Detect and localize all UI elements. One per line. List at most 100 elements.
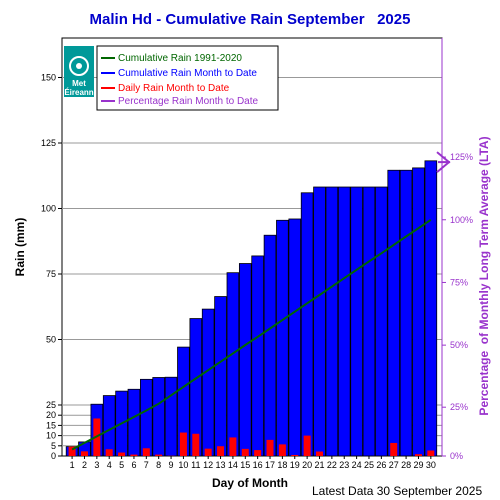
cumulative-bar-13: [214, 296, 227, 457]
daily-bar-19: [291, 454, 299, 456]
x-tick-label-27: 27: [389, 460, 399, 470]
daily-bar-30: [427, 450, 435, 456]
cumulative-bar-27: [387, 169, 401, 457]
daily-bar-29: [414, 454, 422, 456]
lta-polyline: [71, 218, 432, 451]
cumulative-bar-18: [276, 219, 289, 457]
y-tick-label-8: 100: [41, 204, 56, 214]
daily-bar-20: [303, 435, 311, 456]
daily-bar-12: [204, 448, 212, 456]
daily-bar-16: [254, 450, 262, 456]
right-tick-label-5: 125%: [450, 152, 473, 162]
y-tick-label-1: 5: [51, 441, 56, 451]
cumulative-bar-12: [201, 308, 215, 457]
right-axis-label: Percentage of Monthly Long Term Average …: [477, 136, 491, 415]
legend-lta: Cumulative Rain 1991-2020: [118, 53, 242, 64]
daily-bar-2: [80, 451, 88, 456]
cumulative-bar-16: [251, 255, 264, 457]
cumulative-bar-19: [288, 218, 302, 457]
cumulative-bar-26: [375, 186, 388, 457]
y-tick-label-3: 15: [46, 420, 56, 430]
logo: Met Éireann: [64, 46, 94, 97]
cumulative-bars: [65, 160, 438, 457]
y-axis-label: Rain (mm): [13, 218, 27, 277]
right-tick-label-1: 25%: [450, 402, 468, 412]
legend: Cumulative Rain 1991-2020 Cumulative Rai…: [96, 45, 279, 111]
x-tick-label-15: 15: [240, 460, 250, 470]
daily-bar-10: [179, 432, 187, 456]
daily-bar-11: [192, 433, 200, 456]
cumulative-bar-24: [350, 186, 363, 457]
x-tick-label-30: 30: [426, 460, 436, 470]
cumulative-bar-25: [362, 186, 376, 457]
footer-latest-data: Latest Data 30 September 2025: [312, 484, 482, 498]
x-tick-label-14: 14: [228, 460, 238, 470]
logo-swirl-icon: [69, 56, 89, 76]
cumulative-bar-17: [263, 234, 277, 457]
daily-bar-17: [266, 439, 274, 456]
y-tick-label-7: 75: [46, 269, 56, 279]
cumulative-bar-29: [412, 167, 425, 457]
right-tick-label-2: 50%: [450, 340, 468, 350]
daily-bar-1: [68, 446, 76, 456]
x-tick-label-16: 16: [253, 460, 263, 470]
cumulative-bar-6: [127, 388, 141, 457]
x-tick-label-2: 2: [82, 460, 87, 470]
x-tick-label-17: 17: [265, 460, 275, 470]
y-tick-label-2: 10: [46, 431, 56, 441]
x-tick-label-1: 1: [70, 460, 75, 470]
cumulative-bar-7: [140, 378, 153, 457]
cumulative-bar-20: [300, 192, 314, 457]
x-tick-label-5: 5: [119, 460, 124, 470]
y-tick-label-5: 25: [46, 400, 56, 410]
daily-bar-18: [278, 444, 286, 456]
x-tick-label-13: 13: [216, 460, 226, 470]
daily-bar-21: [316, 451, 323, 456]
right-tick-label-0: 0%: [450, 451, 463, 461]
daily-bar-5: [118, 452, 126, 456]
x-tick-label-20: 20: [302, 460, 312, 470]
daily-bar-27: [390, 442, 398, 456]
x-tick-label-26: 26: [376, 460, 386, 470]
right-axis-ticks: 0% 25% 50% 75% 100% 125%: [441, 38, 473, 461]
right-tick-label-3: 75%: [450, 277, 468, 287]
y-tick-label-0: 0: [51, 451, 56, 461]
x-tick-label-21: 21: [314, 460, 324, 470]
daily-bar-15: [241, 448, 249, 456]
x-tick-label-22: 22: [327, 460, 337, 470]
x-tick-label-24: 24: [352, 460, 362, 470]
cumulative-bar-4: [102, 395, 116, 457]
daily-bar-6: [130, 454, 138, 456]
percentage-marker: [436, 151, 451, 173]
logo-line2: Éireann: [64, 88, 93, 97]
y-tick-label-4: 20: [46, 410, 56, 420]
x-tick-label-4: 4: [107, 460, 112, 470]
logo-line1: Met: [72, 79, 86, 88]
x-tick-label-25: 25: [364, 460, 374, 470]
y-tick-label-9: 125: [41, 138, 56, 148]
legend-percentage: Percentage Rain Month to Date: [118, 96, 259, 107]
x-tick-label-12: 12: [203, 460, 213, 470]
cumulative-bar-9: [164, 376, 178, 457]
daily-bar-4: [105, 449, 113, 456]
x-axis-ticks: 1 2 3 4 5 6 7 8 9 10 11 12 13 14 15 16 17 18 19 20 21 22 23 24 2…: [70, 456, 436, 470]
cumulative-bar-23: [337, 186, 351, 457]
x-tick-label-18: 18: [277, 460, 287, 470]
legend-cumulative: Cumulative Rain Month to Date: [118, 68, 257, 79]
x-tick-label-7: 7: [144, 460, 149, 470]
x-tick-label-6: 6: [131, 460, 136, 470]
lta-line: [71, 218, 432, 451]
x-tick-label-29: 29: [413, 460, 423, 470]
x-tick-label-23: 23: [339, 460, 349, 470]
daily-bar-14: [229, 437, 237, 456]
x-tick-label-9: 9: [169, 460, 174, 470]
x-tick-label-19: 19: [290, 460, 300, 470]
legend-daily: Daily Rain Month to Date: [118, 83, 230, 94]
y-tick-label-6: 50: [46, 335, 56, 345]
right-tick-label-4: 100%: [450, 215, 473, 225]
cumulative-bar-28: [399, 169, 413, 457]
x-tick-label-11: 11: [191, 460, 200, 470]
cumulative-bar-14: [226, 272, 240, 457]
